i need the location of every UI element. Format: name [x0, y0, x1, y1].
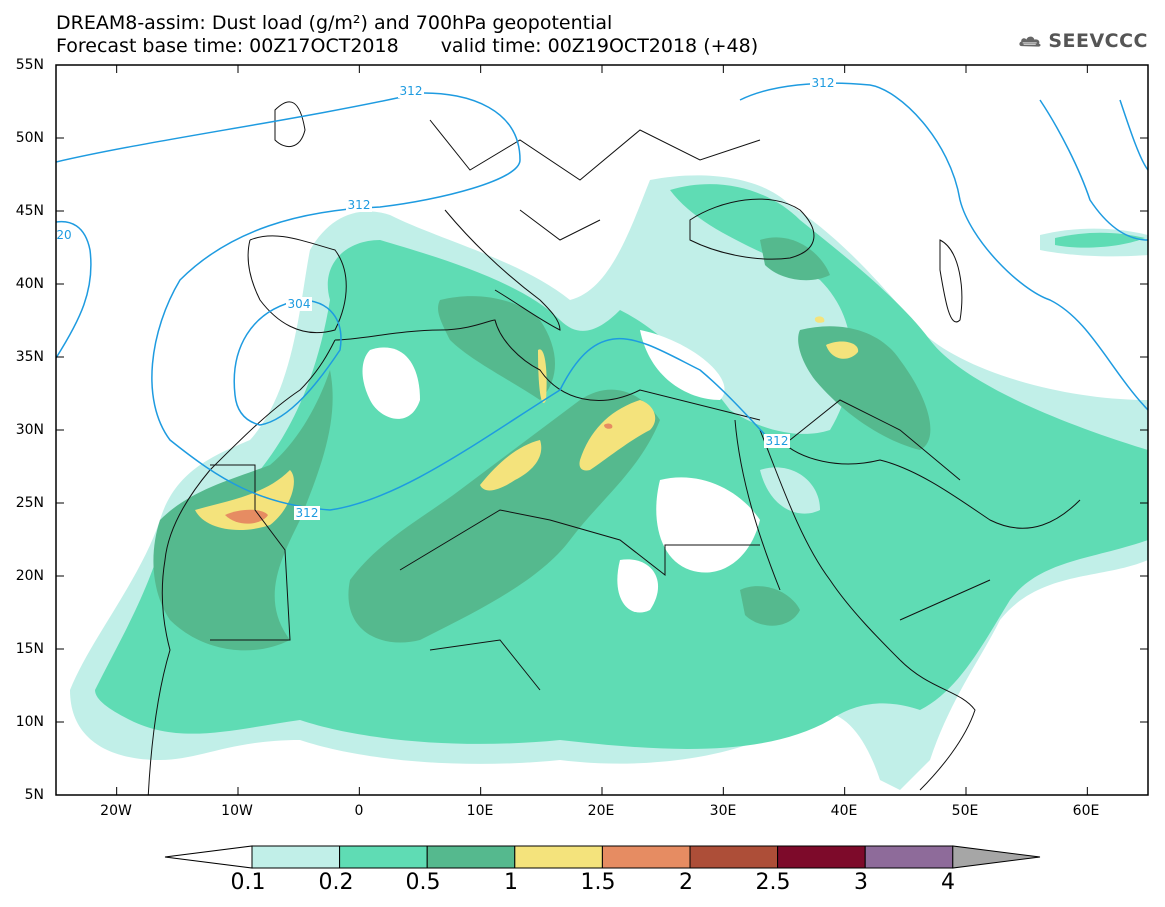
coastline-nile [734, 419, 781, 591]
lon-label: 0 [354, 803, 364, 819]
lat-label: 50N [15, 130, 44, 146]
lon-label: 30E [709, 803, 737, 819]
contour-312-caspian [1039, 99, 1148, 241]
lat-label: 35N [15, 349, 44, 365]
lat-label: 10N [15, 714, 44, 730]
contour-label: 304 [288, 297, 311, 311]
dust-band-0.5-mesopotamia [798, 326, 931, 450]
contour-label: 312 [766, 434, 789, 448]
colorbar-label: 0.2 [318, 870, 354, 895]
lon-label: 40E [830, 803, 858, 819]
coastline-black-sea [689, 198, 815, 260]
cloud-icon [1019, 36, 1041, 47]
lat-label: 20N [15, 568, 44, 584]
valid-time: valid time: 00Z19OCT2018 (+48) [440, 35, 759, 57]
contour-label: 312 [296, 506, 319, 520]
lon-label: 20W [100, 803, 132, 819]
lon-label: 60E [1072, 803, 1100, 819]
logo-text: SEEVCCC [1048, 30, 1148, 52]
contour-label: 312 [400, 84, 423, 98]
colorbar-label: 0.5 [405, 870, 441, 895]
contour-312-far-east [1119, 99, 1148, 171]
dust-band-1.5-libya [604, 423, 613, 429]
colorbar-swatch [864, 845, 954, 869]
dust-band-0.5-east-africa [740, 586, 800, 626]
dust-band-0.5-north [438, 296, 555, 400]
coastline-italy [444, 209, 561, 331]
colorbar-swatch [514, 845, 603, 869]
dust-band-1-libya-east [579, 400, 656, 471]
dust-band-1-mauritania [195, 470, 294, 530]
colorbar-label: 1 [504, 870, 518, 895]
colorbar-label: 4 [941, 870, 955, 895]
dust-band-0.5-anatolia [760, 237, 830, 281]
contour-label: 312 [348, 198, 371, 212]
lat-label: 30N [15, 422, 44, 438]
lon-label: 10W [221, 803, 253, 819]
lon-label: 50E [951, 803, 979, 819]
coastline-iberia [247, 235, 347, 334]
colorbar-label: 3 [854, 870, 868, 895]
coastline-north-africa [334, 319, 761, 421]
colorbar-label: 0.1 [230, 870, 266, 895]
border-arabia [789, 399, 991, 621]
contour-312-north [56, 92, 771, 511]
coastline-arabia-east [779, 439, 1081, 529]
colorbar-label: 2 [679, 870, 693, 895]
clear-area-algeria [362, 347, 420, 419]
clear-area-mediterranean [640, 330, 725, 400]
dust-band-1-iraq [826, 341, 859, 359]
contour-320 [56, 220, 92, 359]
dust-band-1-syria [814, 316, 825, 323]
colorbar-swatch [426, 845, 516, 869]
seevccc-logo: SEEVCCC [1018, 24, 1148, 58]
colorbar-under-arrow [164, 845, 253, 869]
base-time: Forecast base time: 00Z17OCT2018 [56, 35, 399, 57]
map-title: DREAM8-assim: Dust load (g/m²) and 700hP… [56, 12, 613, 34]
lat-label: 55N [15, 57, 44, 73]
lat-label: 45N [15, 203, 44, 219]
dust-band-0.5-sahara [348, 389, 660, 643]
colorbar-swatch [601, 845, 691, 869]
colorbar-label: 1.5 [580, 870, 616, 895]
contour-304 [233, 299, 342, 426]
contour-label: 20 [56, 228, 71, 242]
border-europe [429, 119, 761, 241]
dust-band-1-tunisia [538, 349, 547, 403]
colorbar-label: 2.5 [755, 870, 791, 895]
clear-area-arabia [760, 467, 820, 514]
colorbar-swatch [689, 845, 779, 869]
lon-label: 10E [466, 803, 494, 819]
lat-label: 15N [15, 641, 44, 657]
lat-label: 5N [24, 787, 44, 803]
coastline-horn-africa [899, 659, 976, 791]
coastline-west-africa [147, 339, 336, 795]
colorbar-swatch [251, 845, 341, 869]
lat-label: 40N [15, 276, 44, 292]
coastline-uk [274, 101, 306, 148]
clear-area-egypt [656, 477, 760, 573]
colorbar [164, 845, 1041, 869]
lon-label: 20E [587, 803, 615, 819]
clear-area-sudan [617, 559, 659, 613]
contour-label: 312 [812, 76, 835, 90]
colorbar-over-arrow [952, 845, 1041, 869]
coastline-red-sea [759, 429, 901, 661]
map-subtitle: Forecast base time: 00Z17OCT2018 valid ti… [56, 36, 758, 56]
dust-band-1-libya-west [480, 440, 542, 491]
lat-label: 25N [15, 495, 44, 511]
dust-band-0.2-east [1055, 232, 1145, 248]
colorbar-swatch [339, 845, 428, 869]
coastline-caspian [939, 239, 963, 323]
colorbar-swatch [777, 845, 866, 869]
border-sahara [210, 464, 760, 691]
